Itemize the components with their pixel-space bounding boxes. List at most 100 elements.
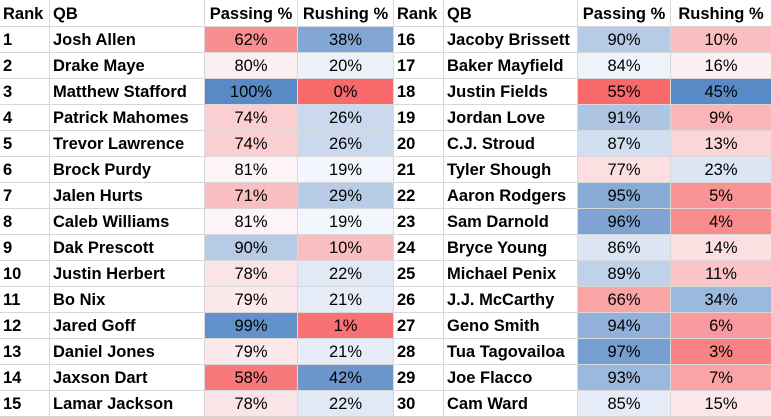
passing-pct-cell: 55% [578,79,671,105]
rushing-pct-cell: 13% [671,131,772,157]
rank-cell: 20 [394,131,444,157]
qb-name-cell: Tyler Shough [444,157,578,183]
rank-cell: 15 [0,391,50,417]
qb-name-cell: Geno Smith [444,313,578,339]
passing-pct-cell: 74% [205,131,298,157]
rank-cell: 24 [394,235,444,261]
rank-cell: 13 [0,339,50,365]
passing-pct-cell: 79% [205,339,298,365]
passing-pct-cell: 77% [578,157,671,183]
rushing-pct-cell: 29% [298,183,394,209]
qb-name-cell: Jared Goff [50,313,205,339]
qb-name-cell: Jacoby Brissett [444,27,578,53]
qb-name-cell: Patrick Mahomes [50,105,205,131]
rushing-pct-cell: 6% [671,313,772,339]
passing-pct-cell: 79% [205,287,298,313]
qb-name-cell: J.J. McCarthy [444,287,578,313]
passing-pct-cell: 78% [205,391,298,417]
passing-pct-cell: 62% [205,27,298,53]
rushing-pct-cell: 0% [298,79,394,105]
header-passing: Passing % [578,0,671,27]
qb-name-cell: Matthew Stafford [50,79,205,105]
qb-name-cell: Tua Tagovailoa [444,339,578,365]
passing-pct-cell: 86% [578,235,671,261]
qb-name-cell: Daniel Jones [50,339,205,365]
passing-pct-cell: 91% [578,105,671,131]
passing-pct-cell: 100% [205,79,298,105]
passing-pct-cell: 71% [205,183,298,209]
qb-name-cell: C.J. Stroud [444,131,578,157]
header-rushing: Rushing % [671,0,772,27]
rank-cell: 14 [0,365,50,391]
header-qb: QB [444,0,578,27]
rushing-pct-cell: 22% [298,261,394,287]
header-passing: Passing % [205,0,298,27]
qb-name-cell: Drake Maye [50,53,205,79]
passing-pct-cell: 84% [578,53,671,79]
rushing-pct-cell: 19% [298,209,394,235]
qb-name-cell: Trevor Lawrence [50,131,205,157]
passing-pct-cell: 97% [578,339,671,365]
passing-pct-cell: 96% [578,209,671,235]
rank-cell: 22 [394,183,444,209]
rushing-pct-cell: 5% [671,183,772,209]
passing-pct-cell: 66% [578,287,671,313]
qb-name-cell: Michael Penix [444,261,578,287]
rank-cell: 7 [0,183,50,209]
rank-cell: 25 [394,261,444,287]
rushing-pct-cell: 15% [671,391,772,417]
rank-cell: 16 [394,27,444,53]
header-qb: QB [50,0,205,27]
rank-cell: 11 [0,287,50,313]
rushing-pct-cell: 10% [671,27,772,53]
qb-name-cell: Brock Purdy [50,157,205,183]
qb-name-cell: Joe Flacco [444,365,578,391]
rank-cell: 8 [0,209,50,235]
rank-cell: 1 [0,27,50,53]
qb-name-cell: Justin Fields [444,79,578,105]
passing-pct-cell: 93% [578,365,671,391]
passing-pct-cell: 87% [578,131,671,157]
passing-pct-cell: 81% [205,157,298,183]
rank-cell: 28 [394,339,444,365]
rushing-pct-cell: 14% [671,235,772,261]
qb-name-cell: Bryce Young [444,235,578,261]
rushing-pct-cell: 16% [671,53,772,79]
rushing-pct-cell: 11% [671,261,772,287]
passing-pct-cell: 85% [578,391,671,417]
qb-name-cell: Baker Mayfield [444,53,578,79]
rank-cell: 2 [0,53,50,79]
header-rushing: Rushing % [298,0,394,27]
rank-cell: 21 [394,157,444,183]
passing-pct-cell: 90% [205,235,298,261]
qb-name-cell: Bo Nix [50,287,205,313]
passing-pct-cell: 89% [578,261,671,287]
header-rank: Rank [394,0,444,27]
rushing-pct-cell: 26% [298,131,394,157]
rank-cell: 5 [0,131,50,157]
rushing-pct-cell: 34% [671,287,772,313]
rushing-pct-cell: 10% [298,235,394,261]
rushing-pct-cell: 22% [298,391,394,417]
header-rank: Rank [0,0,50,27]
rank-cell: 27 [394,313,444,339]
rushing-pct-cell: 9% [671,105,772,131]
qb-name-cell: Josh Allen [50,27,205,53]
rank-cell: 3 [0,79,50,105]
rank-cell: 9 [0,235,50,261]
qb-name-cell: Sam Darnold [444,209,578,235]
rushing-pct-cell: 7% [671,365,772,391]
rank-cell: 4 [0,105,50,131]
qb-name-cell: Jaxson Dart [50,365,205,391]
passing-pct-cell: 78% [205,261,298,287]
rushing-pct-cell: 42% [298,365,394,391]
passing-pct-cell: 58% [205,365,298,391]
passing-pct-cell: 80% [205,53,298,79]
rushing-pct-cell: 45% [671,79,772,105]
qb-name-cell: Aaron Rodgers [444,183,578,209]
rank-cell: 26 [394,287,444,313]
qb-name-cell: Cam Ward [444,391,578,417]
rushing-pct-cell: 20% [298,53,394,79]
passing-pct-cell: 94% [578,313,671,339]
